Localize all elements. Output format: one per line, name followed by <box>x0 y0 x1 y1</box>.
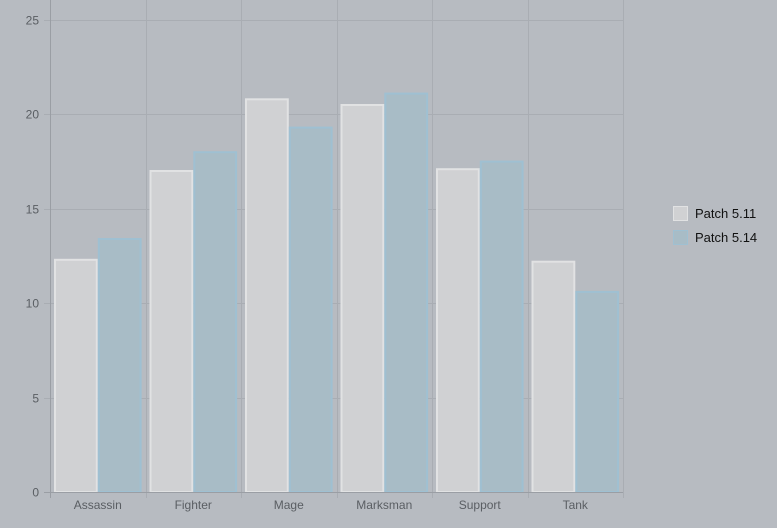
bar-patch-5-11-marksman[interactable] <box>340 104 385 493</box>
y-tick-label: 10 <box>26 297 40 311</box>
legend-label[interactable]: Patch 5.14 <box>695 230 757 245</box>
legend-label[interactable]: Patch 5.11 <box>695 206 756 221</box>
y-tick-label: 20 <box>26 108 40 122</box>
bar-patch-5-11-fighter[interactable] <box>149 170 194 493</box>
legend: Patch 5.11 Patch 5.14 <box>673 206 757 245</box>
bar-patch-5-11-support[interactable] <box>436 168 480 493</box>
axes: 0 5 10 15 20 25 Assassin Fighter Mage Marksman Sup… <box>26 0 623 512</box>
y-tick-label: 0 <box>32 486 39 500</box>
bar-patch-5-14-mage[interactable] <box>288 126 333 493</box>
bars <box>54 92 620 494</box>
bar-patch-5-11-tank[interactable] <box>531 260 576 494</box>
legend-swatch[interactable] <box>673 206 688 221</box>
x-tick-label: Marksman <box>356 498 412 512</box>
x-tick-label: Fighter <box>175 498 212 512</box>
bar-patch-5-14-tank[interactable] <box>575 290 620 493</box>
bar-patch-5-11-mage[interactable] <box>245 98 289 494</box>
bar-patch-5-14-fighter[interactable] <box>193 151 238 493</box>
x-tick-label: Support <box>459 498 502 512</box>
x-tick-label: Tank <box>563 498 589 512</box>
y-tick-label: 15 <box>26 203 40 217</box>
x-tick-label: Assassin <box>74 498 122 512</box>
y-tick-label: 5 <box>32 392 39 406</box>
x-tick-label: Mage <box>274 498 304 512</box>
legend-swatch[interactable] <box>673 230 688 245</box>
bar-patch-5-14-marksman[interactable] <box>384 92 429 493</box>
y-tick-label: 25 <box>26 14 40 28</box>
bar-patch-5-11-assassin[interactable] <box>54 258 98 493</box>
bar-patch-5-14-support[interactable] <box>479 160 524 493</box>
bar-patch-5-14-assassin[interactable] <box>97 238 142 493</box>
